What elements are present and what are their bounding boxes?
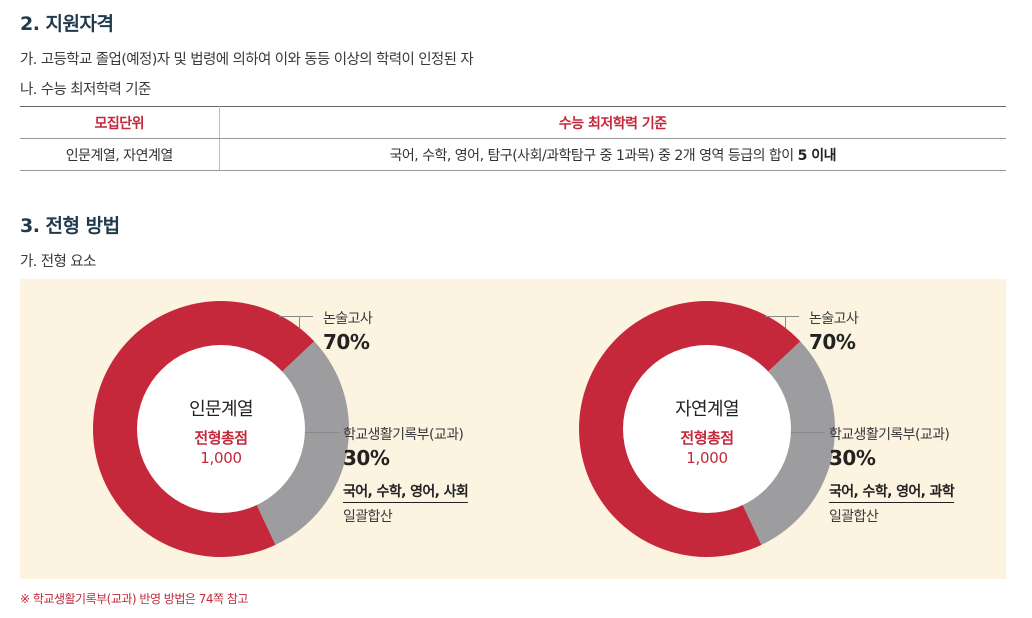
donut-chart-natural-sciences: 자연계열 전형총점 1,000 — [577, 299, 837, 559]
table-header-row: 모집단위 수능 최저학력 기준 — [20, 106, 1006, 139]
essay-percent: 70% — [809, 330, 856, 354]
essay-leader-line — [765, 316, 799, 317]
record-label: 학교생활기록부(교과) — [829, 427, 950, 443]
essay-leader-tick — [299, 316, 300, 328]
selection-chart-panel: 인문계열 전형총점 1,000 논술고사 70% 학교생활기록부(교과) 30%… — [20, 279, 1006, 579]
record-subjects: 국어, 수학, 영어, 사회 — [343, 481, 469, 503]
qualification-item-b: 나. 수능 최저학력 기준 — [20, 82, 151, 98]
record-leader-line — [791, 432, 825, 433]
track-name: 자연계열 — [675, 399, 739, 420]
total-score-value: 1,000 — [200, 449, 242, 467]
essay-leader-line — [279, 316, 313, 317]
section-3-title: 3. 전형 방법 — [20, 215, 120, 237]
record-label: 학교생활기록부(교과) — [343, 427, 464, 443]
footnote: ※ 학교생활기록부(교과) 반영 방법은 74쪽 참고 — [20, 592, 248, 606]
record-percent: 30% — [343, 446, 390, 470]
record-percent: 30% — [829, 446, 876, 470]
essay-leader-tick — [785, 316, 786, 328]
table-row: 인문계열, 자연계열 국어, 수학, 영어, 탐구(사회/과학탐구 중 1과목)… — [20, 138, 1006, 171]
minimum-score-table: 모집단위 수능 최저학력 기준 인문계열, 자연계열 국어, 수학, 영어, 탐… — [20, 106, 1006, 171]
essay-label: 논술고사 — [323, 311, 373, 327]
section-2-title: 2. 지원자격 — [20, 13, 114, 35]
selection-element-item-a: 가. 전형 요소 — [20, 254, 96, 270]
header-unit: 모집단위 — [20, 106, 220, 139]
record-summation: 일괄합산 — [343, 509, 393, 525]
donut-svg-natural-sciences — [579, 301, 835, 557]
cell-unit: 인문계열, 자연계열 — [20, 138, 220, 171]
donut-center: 자연계열 전형총점 1,000 — [577, 299, 837, 559]
record-leader-line — [305, 432, 339, 433]
essay-label: 논술고사 — [809, 311, 859, 327]
total-score-value: 1,000 — [686, 449, 728, 467]
donut-chart-humanities: 인문계열 전형총점 1,000 — [91, 299, 351, 559]
essay-percent: 70% — [323, 330, 370, 354]
record-summation: 일괄합산 — [829, 509, 879, 525]
donut-center: 인문계열 전형총점 1,000 — [91, 299, 351, 559]
record-subjects: 국어, 수학, 영어, 과학 — [829, 481, 955, 503]
track-name: 인문계열 — [189, 399, 253, 420]
qualification-item-a: 가. 고등학교 졸업(예정)자 및 법령에 의하여 이와 동등 이상의 학력이 … — [20, 52, 474, 68]
total-score-label: 전형총점 — [194, 429, 248, 447]
criteria-text: 국어, 수학, 영어, 탐구(사회/과학탐구 중 1과목) 중 2개 영역 등급… — [389, 147, 794, 164]
header-criteria: 수능 최저학력 기준 — [219, 106, 1006, 139]
total-score-label: 전형총점 — [680, 429, 734, 447]
cell-criteria: 국어, 수학, 영어, 탐구(사회/과학탐구 중 1과목) 중 2개 영역 등급… — [219, 138, 1006, 171]
donut-svg-humanities — [92, 301, 349, 557]
criteria-value: 5 이내 — [797, 147, 837, 164]
